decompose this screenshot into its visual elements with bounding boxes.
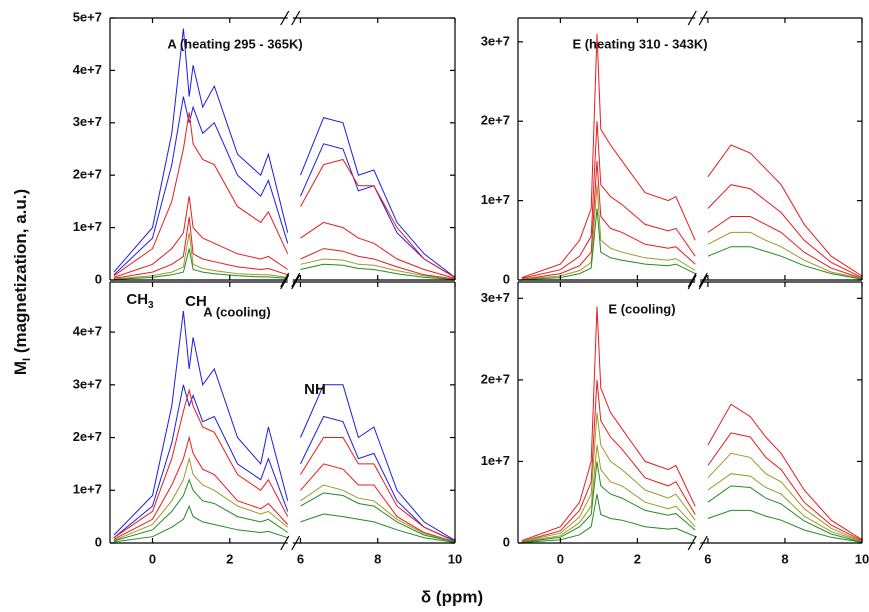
- spectrum-curve: [113, 388, 456, 542]
- axis-break-mark: [687, 10, 697, 26]
- spectrum-curve: [113, 478, 456, 543]
- x-tick-label: 2: [634, 551, 641, 566]
- spectrum-curve: [521, 494, 863, 544]
- spectrum-curve: [521, 445, 863, 543]
- y-tick-label: 2e+7: [73, 429, 102, 444]
- y-tick-label: 3e+7: [73, 114, 102, 129]
- peak-label: CH: [185, 293, 207, 310]
- y-tick-label: 0: [503, 534, 510, 549]
- panel-title: E (heating 310 - 343K): [572, 36, 707, 51]
- peak-label: NH: [304, 381, 326, 398]
- x-tick-label: 0: [557, 551, 564, 566]
- axis-break-mark: [698, 274, 708, 290]
- y-tick-label: 5e+7: [73, 9, 102, 24]
- spectrum-curve: [113, 28, 456, 278]
- spectrum-curve: [113, 435, 456, 543]
- peak-label-sub: 3: [148, 300, 154, 311]
- spectrum-curve: [113, 310, 456, 541]
- panel-title: A (heating 295 - 365K): [167, 36, 302, 51]
- spectrum-curve: [521, 461, 863, 543]
- spectrum-curve: [113, 232, 456, 280]
- peak-label-text: CH: [126, 291, 148, 308]
- axis-break-mark: [291, 10, 301, 26]
- panel-title: A (cooling): [203, 304, 270, 319]
- spectrum-curve: [521, 184, 863, 280]
- y-tick-label: 3e+7: [481, 290, 510, 305]
- x-tick-label: 2: [226, 551, 233, 566]
- axis-break-mark: [687, 272, 697, 288]
- y-tick-label: 0: [95, 534, 102, 549]
- axis-break-mark: [291, 274, 301, 290]
- peak-label-text: CH: [185, 293, 207, 310]
- axis-break-mark: [280, 535, 290, 551]
- spectrum-curve: [113, 196, 456, 279]
- spectrum-curve: [521, 379, 863, 542]
- panel-title: E (cooling): [608, 301, 675, 316]
- x-tick-label: 8: [374, 551, 381, 566]
- peak-label: CH3: [126, 291, 154, 311]
- y-tick-label: 3e+7: [73, 376, 102, 391]
- axis-break-mark: [698, 535, 708, 551]
- spectrum-curve: [521, 121, 863, 279]
- x-tick-label: 10: [855, 551, 869, 566]
- y-tick-label: 4e+7: [73, 62, 102, 77]
- x-tick-label: 8: [781, 551, 788, 566]
- peak-label-text: NH: [304, 381, 326, 398]
- x-axis-label: δ (ppm): [421, 587, 483, 606]
- spectrum-curve: [113, 217, 456, 280]
- axis-break-mark: [687, 274, 697, 290]
- axis-break-mark: [291, 535, 301, 551]
- x-tick-label: 6: [704, 551, 711, 566]
- spectrum-curve: [521, 160, 863, 280]
- axis-break-mark: [687, 535, 697, 551]
- spectrum-curve: [113, 112, 456, 278]
- axis-break-mark: [698, 272, 708, 288]
- axis-break-mark: [291, 272, 301, 288]
- y-label-sub: I: [21, 358, 33, 361]
- y-axis-label: MI (magnetization, a.u.): [11, 189, 32, 375]
- y-tick-label: 4e+7: [73, 324, 102, 339]
- y-tick-label: 0: [95, 271, 102, 286]
- spectrum-curve: [113, 96, 456, 278]
- spectrum-curve: [521, 33, 863, 279]
- axis-break-mark: [280, 274, 290, 290]
- y-label-main: M: [11, 361, 30, 375]
- spectrum-curve: [521, 208, 863, 281]
- y-tick-label: 2e+7: [481, 371, 510, 386]
- spectrum-curve: [113, 384, 456, 542]
- y-label-rest: (magnetization, a.u.): [11, 189, 30, 358]
- spectrum-curve: [113, 456, 456, 543]
- spectrum-curve: [521, 306, 863, 542]
- spectrum-curve: [113, 248, 456, 280]
- spectrum-curve: [521, 412, 863, 542]
- y-tick-label: 3e+7: [481, 33, 510, 48]
- axis-break-mark: [698, 10, 708, 26]
- x-tick-label: 6: [297, 551, 304, 566]
- y-tick-label: 1e+7: [73, 219, 102, 234]
- y-tick-label: 2e+7: [481, 113, 510, 128]
- y-tick-label: 1e+7: [73, 482, 102, 497]
- x-tick-label: 10: [448, 551, 462, 566]
- y-tick-label: 2e+7: [73, 167, 102, 182]
- spectrum-curve: [113, 504, 456, 543]
- axis-break-mark: [280, 272, 290, 288]
- y-tick-label: 0: [503, 271, 510, 286]
- y-tick-label: 1e+7: [481, 192, 510, 207]
- axis-break-mark: [280, 10, 290, 26]
- x-tick-label: 0: [149, 551, 156, 566]
- y-tick-label: 1e+7: [481, 453, 510, 468]
